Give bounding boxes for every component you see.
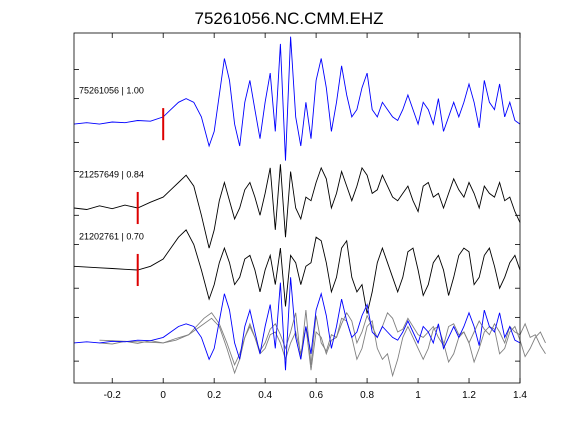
overlay-trace-3: [99, 312, 546, 378]
trace-label-3: 21202761 | 0.70: [79, 231, 144, 241]
x-tick-label: 0.2: [207, 390, 221, 401]
chart-title: 75261056.NC.CMM.EHZ: [195, 9, 384, 28]
trace-line-3: [73, 229, 521, 314]
x-tick-label: 0.4: [258, 390, 272, 401]
plot-frame: [73, 32, 521, 384]
trace-labels: 75261056 | 1.00 21257649 | 0.84 21202761 |…: [79, 86, 144, 242]
plot-area: [73, 36, 546, 378]
x-tick-label: 0: [160, 390, 166, 401]
x-tick-label: 1.4: [513, 390, 527, 401]
x-tick-label: 1.2: [462, 390, 476, 401]
x-axis: -0.2 0 0.2 0.4 0.6 0.8 1 1.2 1.4: [74, 33, 527, 401]
trace-line-2: [73, 164, 521, 249]
x-tick-label: 0.6: [309, 390, 323, 401]
trace-label-1: 75261056 | 1.00: [79, 86, 144, 96]
overlay-trace-1: [73, 277, 521, 371]
overlay-trace-2: [99, 310, 546, 375]
x-tick-label: -0.2: [104, 390, 122, 401]
trace-line-1: [73, 36, 521, 161]
x-tick-label: 0.8: [360, 390, 374, 401]
trace-label-2: 21257649 | 0.84: [79, 169, 144, 179]
x-tick-label: 1: [415, 390, 421, 401]
